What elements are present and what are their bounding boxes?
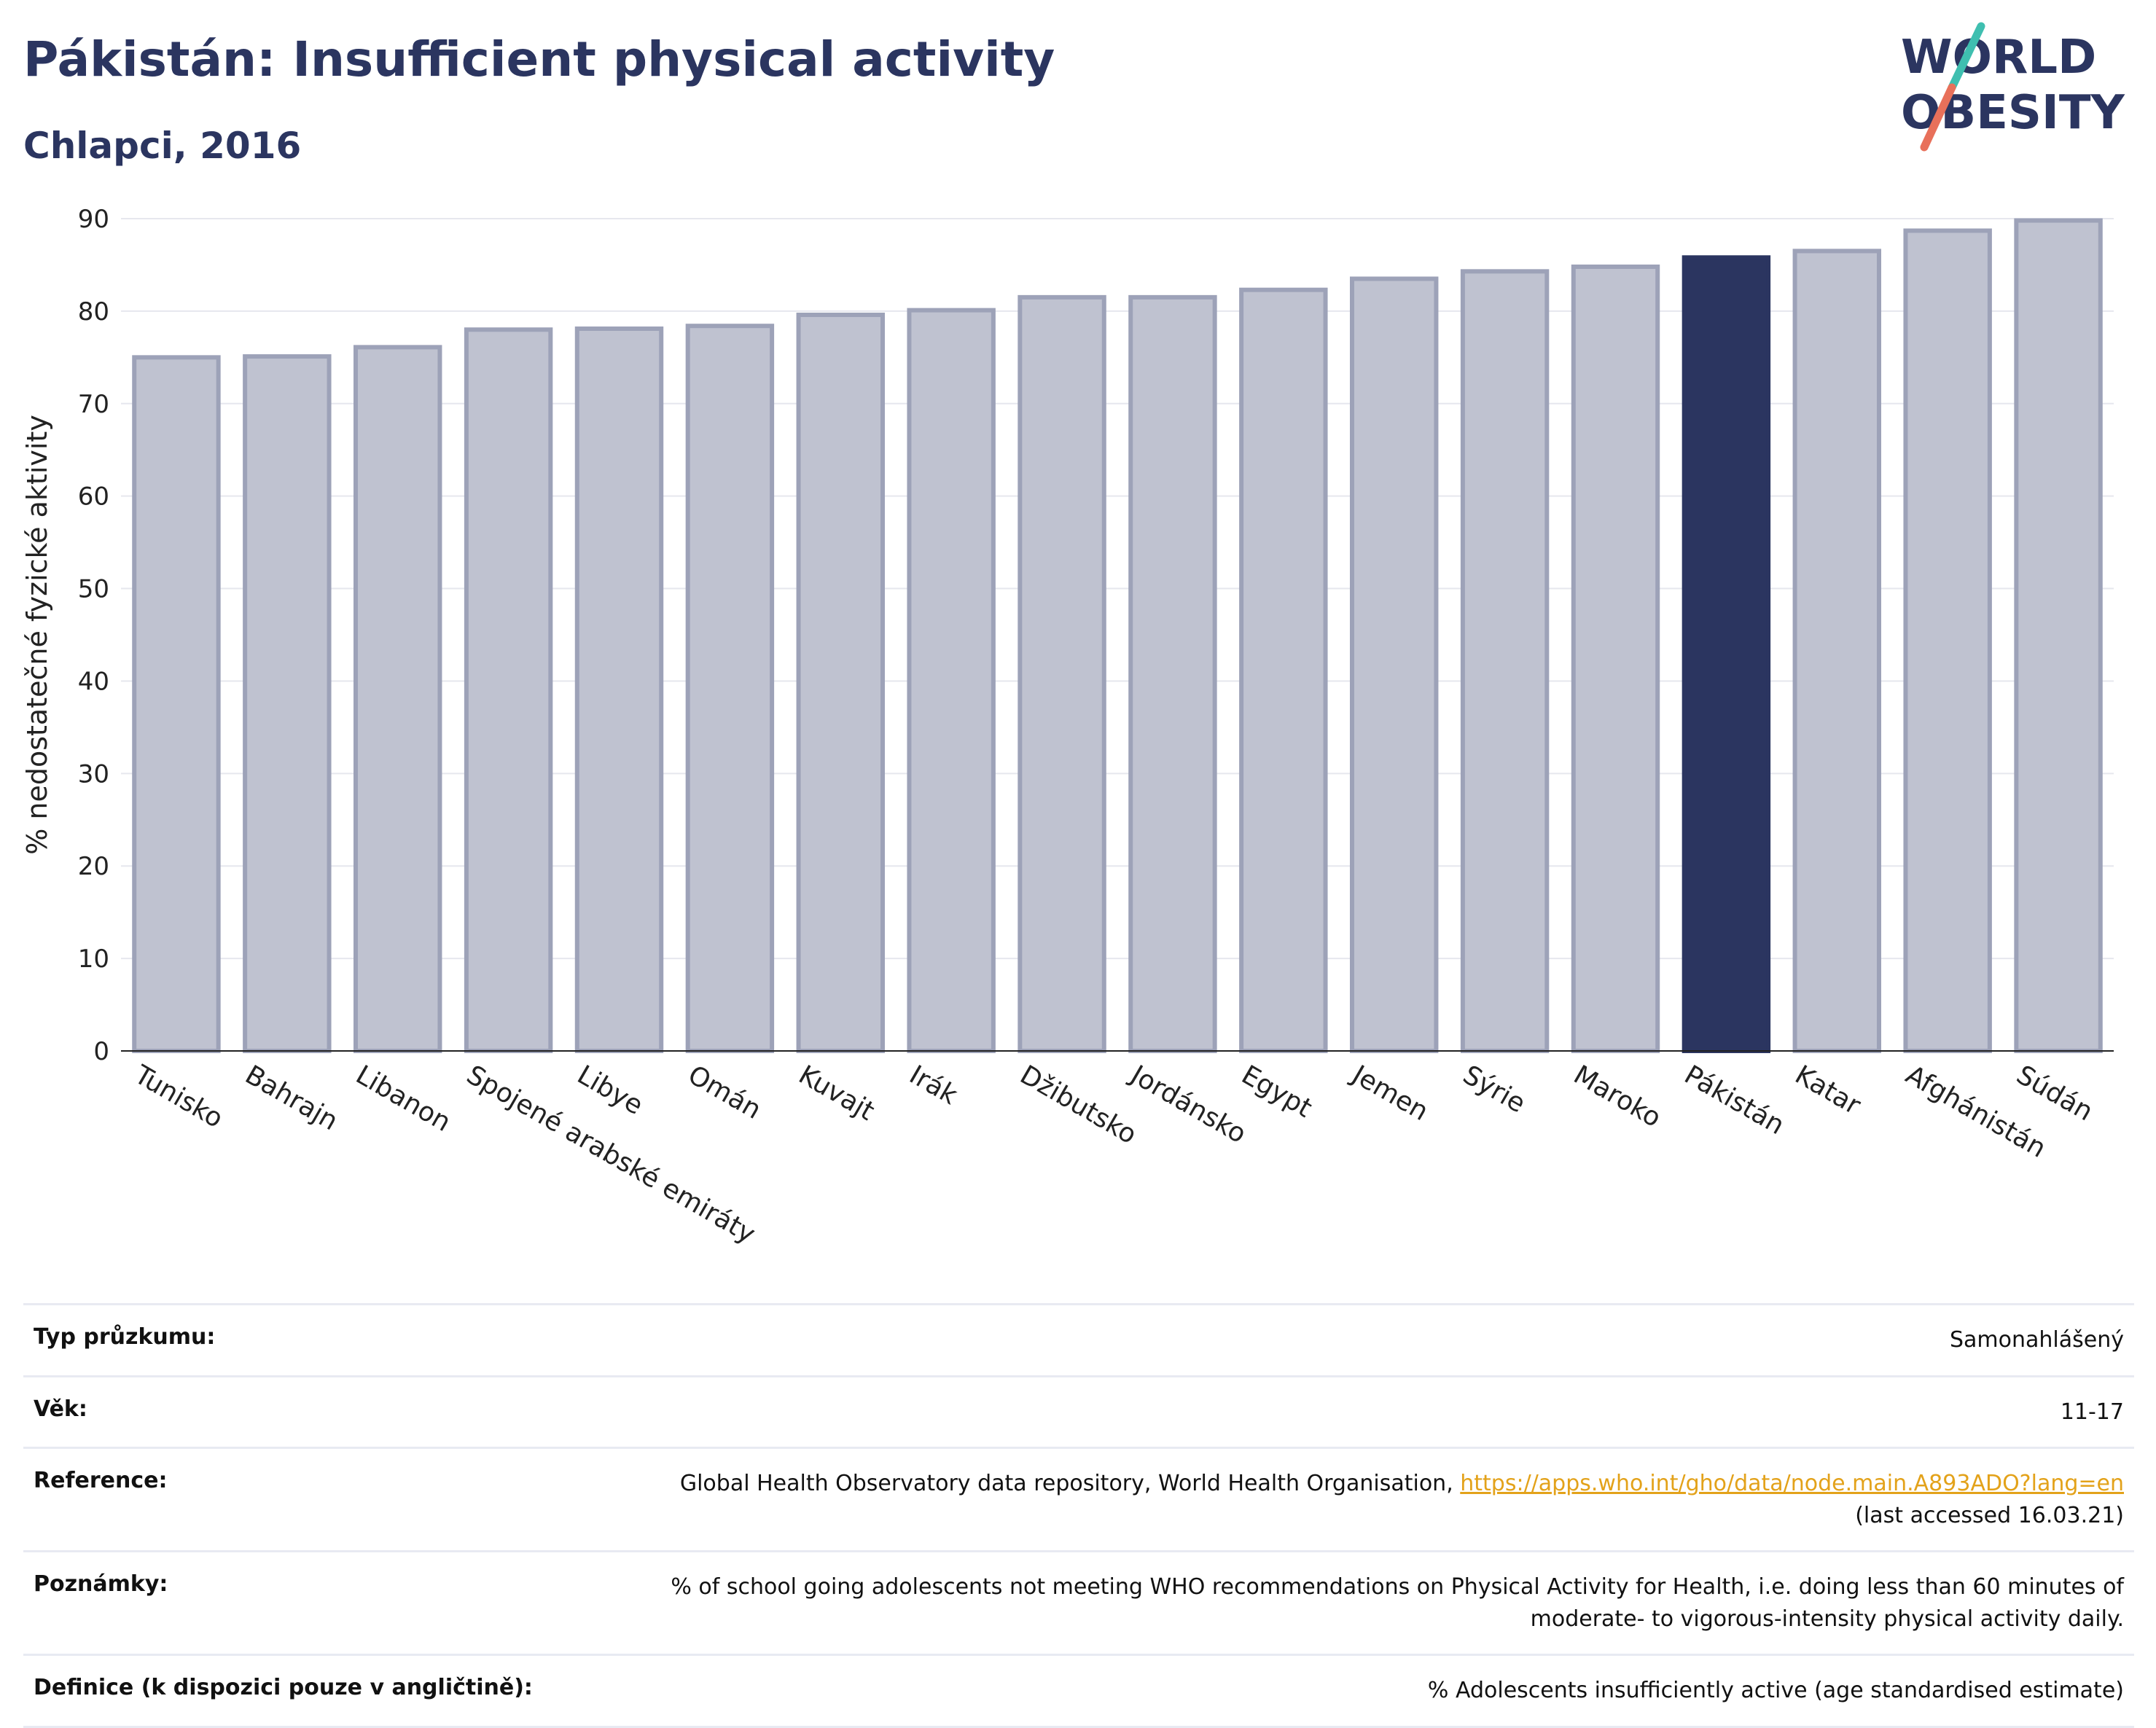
y-tick-label: 80 [78,297,109,327]
bar [1460,269,1550,1053]
bar [1239,287,1328,1053]
category-label: Kuvajt [794,1060,880,1127]
bar [1792,249,1881,1053]
info-row-survey-type: Typ průzkumu: Samonahlášený [23,1304,2134,1377]
notes-line-1: % of school going adolescents not meetin… [671,1574,2124,1600]
bar [796,312,885,1054]
world-obesity-logo: WORLD OBESITY [1901,22,2125,152]
y-tick-label: 30 [78,759,109,789]
info-key: Reference: [34,1468,168,1493]
category-label: Súdán [2012,1060,2098,1127]
info-row-notes: Poznámky: % of school going adolescents … [23,1551,2134,1655]
bar [1571,264,1660,1054]
category-label: Libye [572,1060,648,1121]
info-row-reference: Reference: Global Health Observatory dat… [23,1447,2134,1552]
y-tick-label: 0 [93,1037,109,1066]
info-value: Global Health Observatory data repositor… [598,1448,2134,1552]
category-label: Sýrie [1458,1060,1530,1119]
bar [464,327,553,1053]
bar-chart: 0 10 20 30 40 50 60 70 80 90 Tunisko Bahrajn Libano… [21,205,2114,1250]
y-tick-label: 60 [78,482,109,512]
info-row-definition: Definice (k dispozici pouze v angličtině… [23,1654,2134,1727]
y-tick-label: 70 [78,390,109,419]
y-tick-label: 10 [78,945,109,974]
notes-line-2: moderate- to vigorous-intensity physical… [1530,1606,2124,1632]
info-key: Definice (k dispozici pouze v angličtině… [34,1675,533,1700]
bars [132,218,2103,1054]
category-label: Egypt [1236,1060,1316,1123]
bar [1128,294,1217,1053]
category-label: Jemen [1345,1059,1433,1127]
category-label: Jordánsko [1125,1059,1251,1149]
info-value: % of school going adolescents not meetin… [598,1552,2134,1655]
logo-accent-coral [1920,83,1956,152]
bar [243,354,332,1053]
category-label: Omán [683,1060,766,1125]
category-label: Tunisko [129,1060,228,1134]
category-label: Katar [1790,1060,1866,1121]
bar [1350,276,1439,1053]
category-label: Bahrajn [240,1060,343,1136]
info-key: Věk: [34,1396,87,1422]
info-key: Poznámky: [34,1571,168,1597]
bar [354,345,442,1053]
category-label: Pákistán [1679,1060,1789,1141]
info-value: % Adolescents insufficiently active (age… [1427,1678,2124,1703]
info-value: 11-17 [2060,1399,2124,1425]
info-key: Typ průzkumu: [34,1324,216,1350]
info-value: Samonahlášený [1950,1327,2124,1353]
info-row-age: Věk: 11-17 [23,1376,2134,1448]
category-labels: Tunisko Bahrajn Libanon Spojené arabské emi… [129,1059,2098,1249]
category-label: Maroko [1569,1060,1666,1133]
y-tick-label: 90 [78,205,109,234]
bar-highlight [1682,255,1771,1053]
chart-title: Pákistán: Insufficient physical activity [23,31,1055,87]
bar [574,326,664,1053]
reference-text: Global Health Observatory data repositor… [679,1471,1461,1496]
category-label: Libanon [351,1060,456,1138]
category-label: Irák [905,1060,963,1111]
bar [2014,218,2103,1054]
bar [132,355,221,1054]
y-tick-label: 40 [78,667,109,696]
logo-text-world: WORLD [1901,31,2096,85]
bar [907,308,996,1053]
bar [685,324,775,1053]
y-tick-labels: 0 10 20 30 40 50 60 70 80 90 [78,205,109,1066]
info-table: Typ průzkumu: Samonahlášený Věk: 11-17 R… [23,1303,2134,1728]
logo-accent-teal [1948,22,1985,92]
bar [1903,228,1992,1053]
category-label: Džibutsko [1015,1060,1142,1150]
chart-subtitle: Chlapci, 2016 [23,125,302,167]
y-axis-title: % nedostatečné fyzické aktivity [21,415,53,855]
y-tick-label: 20 [78,852,109,881]
reference-accessed: (last accessed 16.03.21) [1855,1502,2124,1528]
y-tick-label: 50 [78,575,109,604]
reference-link[interactable]: https://apps.who.int/gho/data/node.main.… [1460,1471,2124,1496]
bar [1018,294,1106,1053]
